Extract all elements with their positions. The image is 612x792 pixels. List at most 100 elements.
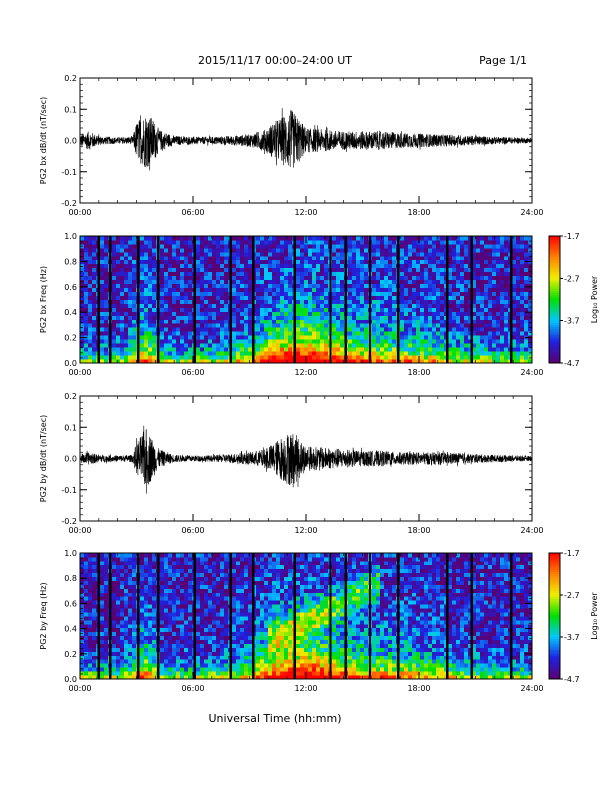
spectrogram-cell — [236, 307, 241, 312]
spectrogram-cell — [172, 335, 177, 340]
spectrogram-cell — [488, 247, 493, 253]
spectrogram-cell — [160, 323, 165, 328]
spectrogram-cell — [140, 351, 145, 356]
spectrogram-cell — [236, 319, 241, 324]
colorbar-segment — [549, 286, 560, 290]
spectrogram-cell — [392, 239, 397, 245]
spectrogram-cell — [180, 592, 185, 597]
spectrogram-cell — [128, 584, 133, 589]
spectrogram-cell — [92, 619, 97, 625]
spectrogram-cell — [400, 251, 405, 257]
spectrogram-cell — [104, 307, 109, 312]
spectrogram-cell — [276, 295, 281, 300]
x-tick-label: 24:00 — [520, 526, 543, 535]
spectrogram-cell — [448, 271, 453, 277]
spectrogram-cell — [520, 343, 525, 348]
spectrogram-cell — [220, 331, 225, 336]
spectrogram-cell — [140, 259, 145, 265]
spectrogram-cell — [504, 275, 509, 281]
spectrogram-cell — [112, 243, 117, 249]
spectrogram-cell — [232, 303, 237, 308]
spectrogram-cell — [128, 675, 133, 680]
spectrogram-cell — [176, 584, 181, 589]
spectrogram-cell — [356, 323, 361, 328]
spectrogram-cell — [112, 247, 117, 253]
spectrogram-cell — [480, 355, 485, 360]
spectrogram-cell — [520, 307, 525, 312]
spectrogram-cell — [524, 236, 529, 241]
spectrogram-cell — [200, 335, 205, 340]
spectrogram-cell — [80, 635, 85, 641]
spectrogram-cell — [400, 287, 405, 292]
spectrogram-cell — [428, 331, 433, 336]
spectrogram-cell — [512, 327, 517, 332]
spectrogram-cell — [316, 243, 321, 249]
spectrogram-cell — [280, 339, 285, 344]
spectrogram-cell — [212, 359, 217, 364]
spectrogram-cell — [272, 236, 277, 241]
spectrogram-cell — [464, 287, 469, 292]
spectrogram-cell — [164, 267, 169, 273]
spectrogram-cell — [512, 303, 517, 308]
spectrogram-cell — [84, 291, 89, 296]
spectrogram-cell — [452, 299, 457, 304]
spectrogram-cell — [244, 271, 249, 277]
spectrogram-cell — [92, 655, 97, 660]
spectrogram-cell — [484, 339, 489, 344]
spectrogram-cell — [500, 327, 505, 332]
spectrogram-cell — [316, 251, 321, 257]
spectrogram-cell — [488, 311, 493, 316]
spectrogram-cell — [140, 596, 145, 601]
spectrogram-cell — [152, 639, 157, 644]
spectrogram-cell — [376, 319, 381, 324]
spectrogram-cell — [216, 331, 221, 336]
spectrogram-cell — [204, 236, 209, 241]
spectrogram-cell — [92, 667, 97, 672]
spectrogram-cell — [168, 299, 173, 304]
spectrogram-cell — [276, 323, 281, 328]
spectrogram-cell — [104, 355, 109, 360]
spectrogram-cell — [232, 335, 237, 340]
spectrogram-cell — [464, 283, 469, 288]
spectrogram-cell — [460, 267, 465, 273]
spectrogram-cell — [500, 247, 505, 253]
spectrogram-cell — [516, 247, 521, 253]
spectrogram-cell — [388, 339, 393, 344]
spectrogram-cell — [164, 279, 169, 285]
spectrogram-cell — [484, 307, 489, 312]
spectrogram-cell — [312, 251, 317, 257]
spectrogram-cell — [172, 671, 177, 676]
spectrogram-cell — [296, 271, 301, 277]
spectrogram-cell — [440, 331, 445, 336]
spectrogram-cell — [296, 243, 301, 249]
x-tick-label: 24:00 — [520, 368, 543, 377]
spectrogram-cell — [88, 243, 93, 249]
spectrogram-cell — [304, 243, 309, 249]
spectrogram-cell — [296, 339, 301, 344]
spectrogram-cell — [208, 255, 213, 261]
spectrogram-cell — [384, 236, 389, 241]
spectrogram-cell — [208, 271, 213, 277]
spectrogram-cell — [124, 347, 129, 352]
spectrogram-cell — [320, 299, 325, 304]
spectrogram-cell — [464, 259, 469, 265]
spectrogram-cell — [100, 315, 105, 320]
spectrogram-cell — [336, 236, 341, 241]
spectrogram-cell — [400, 243, 405, 249]
spectrogram-cell — [100, 331, 105, 336]
spectrogram-cell — [320, 243, 325, 249]
spectrogram-cell — [172, 355, 177, 360]
spectrogram-cell — [260, 343, 265, 348]
spectrogram-cell — [432, 355, 437, 360]
spectrogram-cell — [392, 303, 397, 308]
spectrogram-cell — [440, 359, 445, 364]
spectrogram-cell — [392, 315, 397, 320]
spectrogram-cell — [340, 267, 345, 273]
spectrogram-cell — [400, 339, 405, 344]
spectrogram-cell — [200, 347, 205, 352]
spectrogram-cell — [184, 639, 189, 644]
spectrogram-cell — [304, 331, 309, 336]
spectrogram-cell — [472, 307, 477, 312]
spectrogram-cell — [312, 335, 317, 340]
spectrogram-cell — [268, 271, 273, 277]
